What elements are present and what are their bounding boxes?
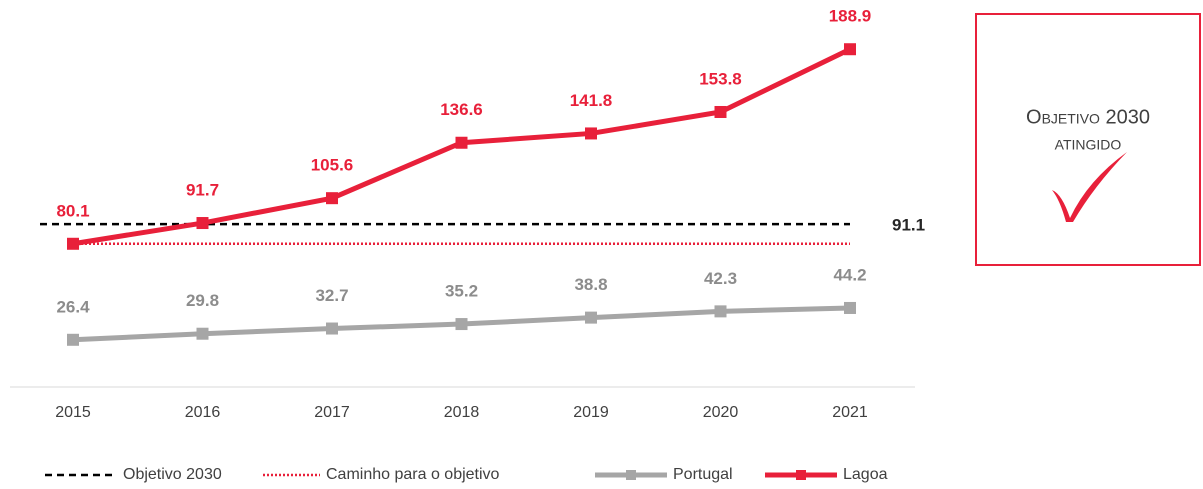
- x-tick-label: 2019: [573, 404, 609, 421]
- badge-title: Objetivo 2030: [1026, 106, 1150, 128]
- marker: [455, 136, 468, 149]
- badge-box: [975, 13, 1201, 266]
- x-tick-label: 2020: [703, 404, 739, 421]
- data-label: 141.8: [570, 91, 613, 110]
- x-tick-label: 2016: [185, 404, 221, 421]
- data-label: 29.8: [186, 291, 219, 310]
- marker: [196, 327, 209, 340]
- marker: [326, 192, 338, 205]
- data-label: 38.8: [574, 275, 607, 294]
- x-tick-label: 2021: [832, 404, 868, 421]
- data-label: 32.7: [315, 286, 348, 305]
- marker: [714, 105, 727, 118]
- data-label: 188.9: [829, 7, 872, 26]
- data-label: 105.6: [311, 156, 354, 175]
- data-label: 44.2: [833, 265, 866, 284]
- marker: [585, 311, 597, 324]
- legend-marker: [796, 470, 806, 480]
- legend-marker: [626, 470, 636, 480]
- data-label: 136.6: [440, 100, 483, 119]
- data-label: 42.3: [704, 269, 737, 288]
- marker: [455, 318, 468, 331]
- x-tick-label: 2017: [314, 404, 350, 421]
- badge-subtitle: ATINGIDO: [1055, 137, 1122, 153]
- marker: [67, 237, 79, 250]
- marker: [67, 333, 79, 346]
- data-label: 26.4: [56, 297, 90, 316]
- marker: [844, 43, 856, 56]
- legend-label: Lagoa: [843, 466, 888, 483]
- data-label: 35.2: [445, 282, 478, 301]
- data-label: 91.1: [892, 216, 925, 235]
- data-label: 91.7: [186, 181, 219, 200]
- legend-label: Objetivo 2030: [123, 466, 222, 483]
- legend-label: Caminho para o objetivo: [326, 466, 500, 483]
- marker: [714, 305, 727, 318]
- x-tick-label: 2018: [444, 404, 480, 421]
- check-icon: [1052, 152, 1127, 222]
- marker: [326, 322, 338, 335]
- legend-label: Portugal: [673, 466, 733, 483]
- marker: [196, 217, 209, 230]
- data-label: 153.8: [699, 69, 742, 88]
- marker: [844, 301, 856, 314]
- x-tick-label: 2015: [55, 404, 91, 421]
- data-label: 80.1: [56, 201, 89, 220]
- marker: [585, 127, 597, 140]
